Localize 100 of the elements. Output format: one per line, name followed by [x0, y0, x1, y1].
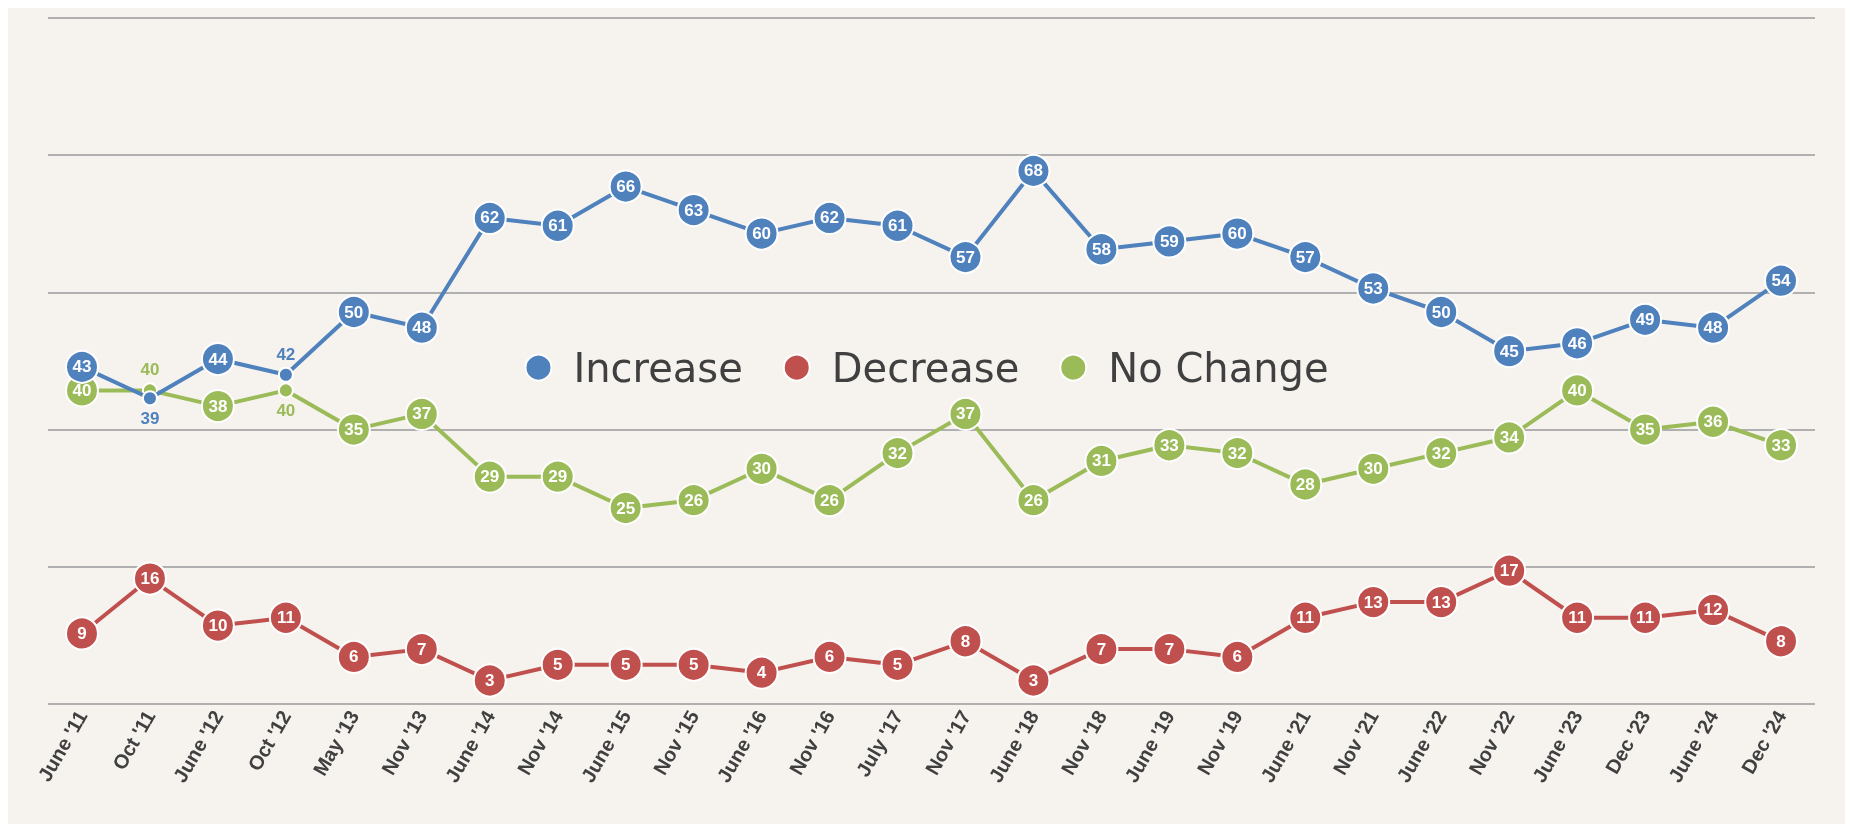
data-label: 29 — [548, 467, 568, 487]
point — [540, 647, 575, 682]
data-label: 26 — [820, 490, 840, 510]
legend-label: Decrease — [831, 344, 1020, 391]
data-label: 39 — [140, 409, 160, 429]
point — [1084, 632, 1119, 667]
data-label: 62 — [820, 208, 840, 228]
point — [472, 663, 507, 698]
data-label: 50 — [344, 302, 364, 322]
data-label: 57 — [956, 247, 975, 267]
point — [1764, 624, 1799, 659]
data-label: 43 — [72, 357, 92, 377]
data-label: 6 — [1232, 647, 1243, 667]
data-label: 3 — [1028, 670, 1039, 690]
data-label: 11 — [1568, 608, 1587, 628]
data-label: 7 — [1164, 639, 1175, 659]
data-label: 40 — [140, 360, 160, 380]
data-label: 30 — [1363, 459, 1383, 479]
data-label: 5 — [552, 655, 563, 675]
data-label: 11 — [276, 608, 295, 628]
data-label: 11 — [1636, 608, 1655, 628]
data-label: 40 — [276, 401, 296, 421]
data-label: 48 — [412, 318, 432, 338]
data-label: 36 — [1703, 412, 1723, 432]
point — [1220, 639, 1255, 674]
data-label: 8 — [1776, 631, 1786, 651]
legend-label: Increase — [573, 344, 743, 391]
data-label: 3 — [485, 670, 495, 690]
point — [65, 616, 99, 651]
data-label: 7 — [417, 639, 427, 659]
data-label: 32 — [1431, 443, 1451, 463]
data-label: 34 — [1499, 427, 1520, 447]
data-label: 60 — [1227, 224, 1247, 244]
data-label: 17 — [1499, 561, 1519, 581]
point — [948, 624, 983, 659]
data-label: 35 — [344, 420, 364, 440]
data-label: 62 — [480, 208, 500, 228]
data-label: 61 — [888, 216, 907, 236]
data-label: 50 — [1431, 302, 1451, 322]
point — [880, 647, 915, 682]
point — [336, 639, 371, 674]
point — [744, 655, 779, 690]
data-label: 5 — [688, 655, 699, 675]
point — [404, 632, 439, 667]
data-label: 54 — [1771, 271, 1792, 291]
data-label: 32 — [888, 443, 907, 463]
data-label: 40 — [1567, 380, 1587, 400]
point — [812, 639, 847, 674]
data-label: 12 — [1703, 600, 1723, 620]
point — [1016, 663, 1051, 698]
data-label: 66 — [616, 177, 636, 197]
data-label: 10 — [208, 616, 228, 636]
data-label: 59 — [1159, 231, 1179, 251]
point — [676, 647, 711, 682]
data-label: 5 — [620, 655, 631, 675]
x-tick-label: Oct '12 — [243, 706, 296, 775]
data-label: 44 — [208, 349, 228, 369]
data-label: 42 — [276, 344, 296, 364]
x-tick-label: Dec '23 — [1600, 706, 1655, 778]
point — [1152, 632, 1187, 667]
data-label: 57 — [1295, 247, 1315, 267]
data-label: 68 — [1023, 161, 1043, 181]
data-label: 28 — [1295, 474, 1315, 494]
data-label: 9 — [77, 623, 87, 643]
data-label: 40 — [72, 380, 92, 400]
data-label: 29 — [480, 467, 500, 487]
data-label: 4 — [756, 663, 767, 683]
data-label: 31 — [1091, 451, 1111, 471]
data-label: 35 — [1635, 420, 1655, 440]
point — [608, 647, 643, 682]
data-label: 13 — [1431, 592, 1451, 612]
data-label: 33 — [1159, 435, 1179, 455]
data-label: 58 — [1091, 239, 1111, 259]
data-label: 30 — [752, 459, 772, 479]
data-label: 33 — [1771, 435, 1791, 455]
data-label: 32 — [1227, 443, 1247, 463]
data-label: 45 — [1499, 341, 1519, 361]
data-label: 13 — [1363, 592, 1383, 612]
data-label: 49 — [1635, 310, 1655, 330]
data-label: 7 — [1096, 639, 1107, 659]
legend-label: No Change — [1108, 344, 1329, 391]
data-label: 26 — [684, 490, 704, 510]
data-label: 6 — [824, 647, 835, 667]
data-label: 38 — [208, 396, 228, 416]
data-label: 25 — [616, 498, 636, 518]
data-label: 61 — [548, 216, 568, 236]
data-label: 16 — [140, 569, 160, 589]
data-label: 37 — [956, 404, 975, 424]
data-label: 5 — [892, 655, 903, 675]
x-tick-label: Dec '24 — [1736, 706, 1791, 778]
data-label: 60 — [752, 224, 772, 244]
data-label: 26 — [1023, 490, 1043, 510]
data-label: 46 — [1567, 333, 1587, 353]
data-label: 6 — [349, 647, 359, 667]
data-label: 8 — [960, 631, 971, 651]
data-label: 37 — [412, 404, 432, 424]
data-label: 53 — [1363, 278, 1383, 298]
x-tick-label: Oct '11 — [108, 706, 160, 774]
data-label: 63 — [684, 200, 704, 220]
data-label: 48 — [1703, 318, 1723, 338]
